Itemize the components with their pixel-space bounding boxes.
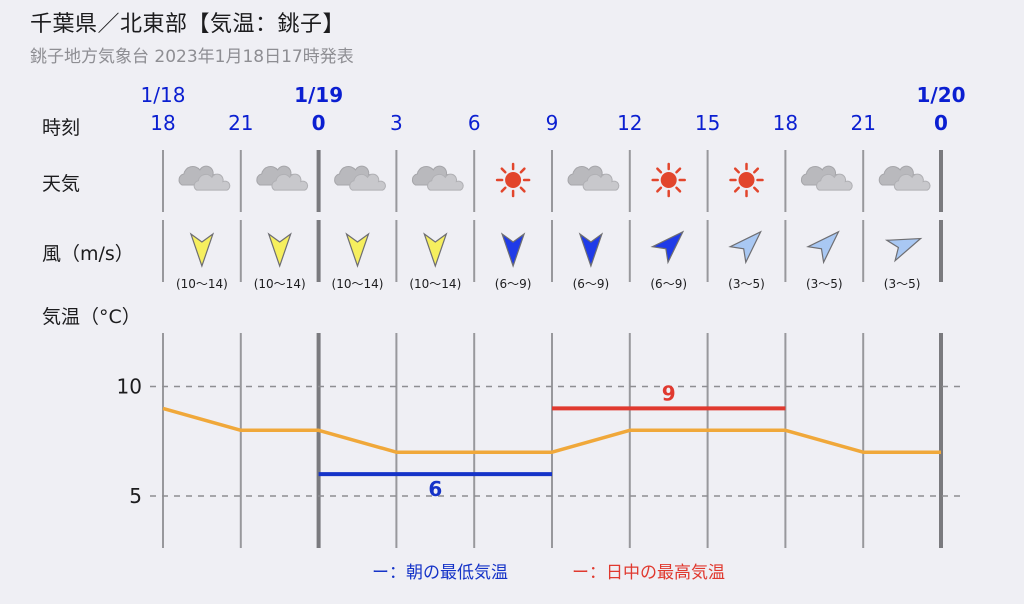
y-tick-label: 10 <box>117 375 142 399</box>
legend-min-temp: ー：朝の最低気温 <box>372 563 508 583</box>
hour-label: 9 <box>546 111 559 135</box>
date-label: 1/19 <box>294 83 343 107</box>
wind-range: (10〜14) <box>254 277 306 291</box>
wind-arrow-icon <box>884 237 923 263</box>
sun-icon <box>729 162 764 198</box>
hour-label: 12 <box>617 111 642 135</box>
wind-range: (6〜9) <box>650 277 687 291</box>
wind-arrow-icon <box>345 232 370 268</box>
wind-range: (10〜14) <box>409 277 461 291</box>
wind-arrow-icon <box>189 232 215 268</box>
cloud-icon <box>800 165 853 191</box>
wind-range: (10〜14) <box>332 277 384 291</box>
cloud-icon <box>256 165 309 191</box>
cloud-icon <box>878 165 931 191</box>
min-temp-label: 6 <box>428 477 442 501</box>
date-label: 1/20 <box>916 83 965 107</box>
cloud-icon <box>411 165 464 191</box>
wind-range: (3〜5) <box>884 277 921 291</box>
temperature-line <box>162 406 941 454</box>
wind-arrow-icon <box>806 230 840 265</box>
cloud-icon <box>567 165 620 191</box>
hour-label: 0 <box>312 111 326 135</box>
row-label-temp: 気温（°C） <box>42 306 141 328</box>
row-label-weather: 天気 <box>42 173 80 195</box>
wind-range: (6〜9) <box>495 277 532 291</box>
row-label-wind: 風（m/s） <box>42 243 134 265</box>
max-temp-label: 9 <box>662 381 676 405</box>
wind-range: (3〜5) <box>728 277 765 291</box>
cloud-icon <box>178 165 231 191</box>
wind-arrow-icon <box>650 230 685 265</box>
hour-label: 0 <box>934 111 948 135</box>
wind-arrow-icon <box>267 232 292 268</box>
hour-label: 3 <box>390 111 403 135</box>
wind-arrow-icon <box>423 232 448 268</box>
hour-label: 21 <box>228 111 253 135</box>
hour-label: 18 <box>150 111 175 135</box>
wind-arrow-icon <box>728 230 762 265</box>
wind-arrow-icon <box>578 232 604 268</box>
hour-label: 15 <box>695 111 720 135</box>
row-label-time: 時刻 <box>42 117 80 139</box>
issued-timestamp: 銚子地方気象台 2023年1月18日17時発表 <box>30 47 354 67</box>
legend-max-temp: ー：日中の最高気温 <box>572 563 725 583</box>
hour-label: 18 <box>773 111 798 135</box>
page-title: 千葉県／北東部【気温：銚子】 <box>30 12 346 37</box>
wind-range: (10〜14) <box>176 277 228 291</box>
hour-label: 21 <box>850 111 875 135</box>
cloud-icon <box>334 165 386 191</box>
y-tick-label: 5 <box>129 484 142 508</box>
sun-icon <box>495 162 531 198</box>
wind-range: (6〜9) <box>573 277 610 291</box>
sun-icon <box>651 162 686 198</box>
wind-range: (3〜5) <box>806 277 843 291</box>
wind-arrow-icon <box>500 232 526 268</box>
date-label: 1/18 <box>141 83 186 107</box>
hour-label: 6 <box>468 111 481 135</box>
